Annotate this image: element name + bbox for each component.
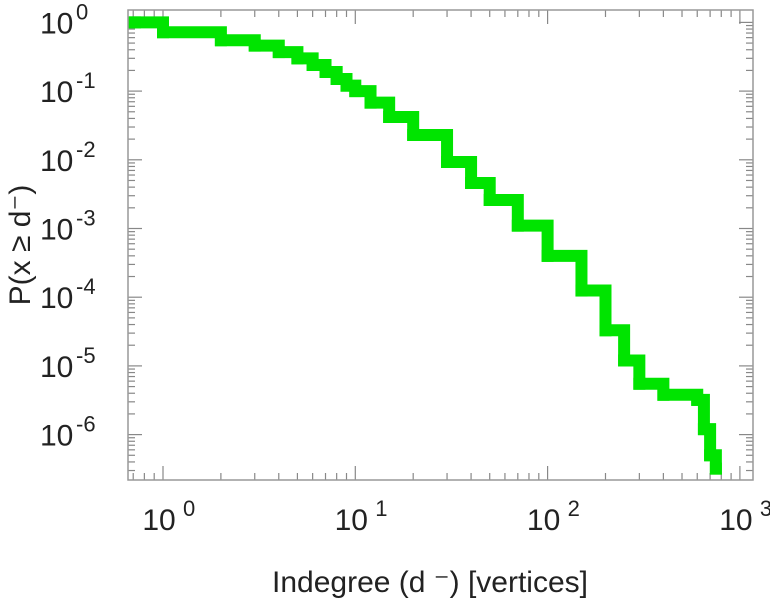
data-point — [575, 284, 588, 297]
y-tick-exponent: -5 — [76, 343, 96, 368]
y-tick-label: 10 — [40, 420, 73, 453]
data-point — [704, 449, 717, 462]
x-axis-label: Indegree (d ⁻) [vertices] — [272, 566, 588, 599]
data-point — [541, 249, 554, 262]
data-point — [306, 58, 319, 71]
data-point — [214, 34, 227, 47]
data-point — [407, 128, 420, 141]
data-point — [618, 354, 631, 367]
data-point — [441, 155, 454, 168]
data-point — [599, 324, 612, 337]
data-point — [129, 16, 141, 29]
plot-frame — [127, 9, 754, 481]
y-axis-label: P(x ≥ d⁻) — [4, 185, 37, 306]
y-tick-label: 10 — [40, 145, 73, 178]
y-tick-exponent: 0 — [76, 0, 88, 24]
data-point — [272, 46, 285, 59]
x-tick-label: 10 — [719, 504, 752, 537]
axis-ticks — [128, 10, 753, 480]
y-tick-label: 10 — [40, 351, 73, 384]
data-point — [633, 377, 646, 390]
x-tick-exponent: 3 — [760, 496, 770, 521]
x-tick-label: 10 — [335, 504, 368, 537]
data-point — [511, 219, 524, 232]
data-point — [330, 73, 343, 86]
data-point — [709, 462, 722, 475]
y-tick-exponent: -4 — [76, 274, 96, 299]
y-tick-label: 10 — [40, 7, 73, 40]
data-point — [657, 388, 670, 401]
data-point — [349, 85, 362, 98]
y-tick-exponent: -2 — [76, 137, 96, 162]
series-layer — [128, 16, 722, 475]
x-tick-exponent: 2 — [568, 496, 580, 521]
x-tick-exponent: 0 — [183, 496, 195, 521]
data-point — [319, 65, 332, 78]
y-tick-exponent: -6 — [76, 412, 96, 437]
y-tick-exponent: -1 — [76, 68, 96, 93]
y-tick-label: 10 — [40, 282, 73, 315]
data-point — [157, 26, 169, 39]
data-point — [691, 393, 704, 406]
data-point — [291, 52, 304, 65]
data-point — [383, 110, 396, 123]
data-point — [248, 39, 261, 52]
y-tick-label: 10 — [40, 76, 73, 109]
x-tick-label: 10 — [142, 504, 175, 537]
y-tick-exponent: -3 — [76, 206, 96, 231]
ccdf-series-line — [128, 16, 722, 475]
x-tick-exponent: 1 — [375, 496, 387, 521]
data-point — [483, 193, 496, 206]
tick-labels: 10 0 10 1 10 2 10 310 010 -110 -210 -310 -410 -510 -6 — [40, 0, 770, 537]
data-point — [697, 423, 710, 436]
y-tick-label: 10 — [40, 214, 73, 247]
x-tick-label: 10 — [527, 504, 560, 537]
data-point — [364, 96, 377, 109]
data-point — [465, 176, 478, 189]
